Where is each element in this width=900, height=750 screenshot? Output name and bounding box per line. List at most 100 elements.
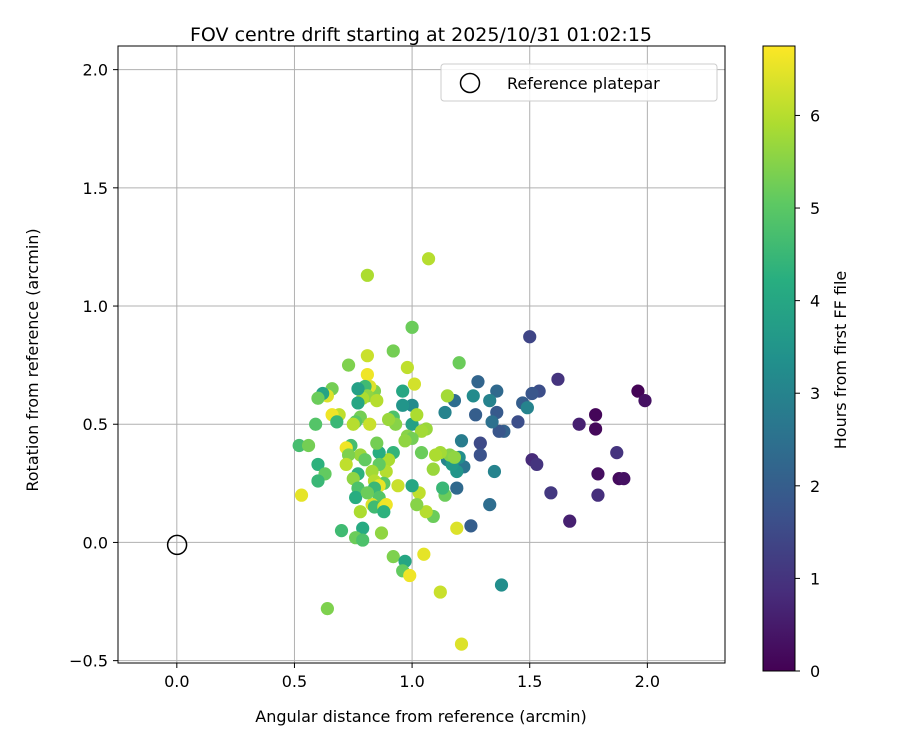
x-tick-label: 2.0 xyxy=(635,672,660,691)
data-point xyxy=(356,521,370,535)
data-point xyxy=(523,330,537,344)
data-point xyxy=(339,457,353,472)
data-point xyxy=(311,391,325,405)
data-point xyxy=(309,417,323,431)
y-axis-label: Rotation from reference (arcmin) xyxy=(23,228,42,491)
data-point xyxy=(454,637,469,651)
data-point xyxy=(311,457,325,472)
data-point xyxy=(419,505,433,519)
x-tick-label: 0.5 xyxy=(282,672,307,691)
data-point xyxy=(426,462,440,476)
data-point xyxy=(301,438,316,453)
data-point xyxy=(360,268,374,282)
data-point xyxy=(320,602,334,616)
data-point xyxy=(631,384,645,398)
x-axis-label: Angular distance from reference (arcmin) xyxy=(255,707,586,726)
data-point xyxy=(410,498,424,512)
y-tick-label: 1.5 xyxy=(83,179,108,198)
data-point xyxy=(414,424,429,438)
colorbar-tick-label: 2 xyxy=(810,477,820,496)
data-point xyxy=(572,417,586,431)
data-point xyxy=(525,386,539,401)
data-points xyxy=(292,252,652,651)
chart-title: FOV centre drift starting at 2025/10/31 … xyxy=(190,24,652,46)
data-point xyxy=(511,415,525,429)
y-tick-label: −0.5 xyxy=(69,652,108,671)
y-tick-label: 1.0 xyxy=(83,297,108,316)
data-point xyxy=(617,472,631,486)
x-axis-ticks: 0.0 0.5 1.0 1.5 2.0 xyxy=(164,663,660,691)
data-point xyxy=(490,384,504,398)
data-point xyxy=(464,519,478,533)
data-point xyxy=(398,434,412,448)
data-point xyxy=(471,375,485,389)
data-point xyxy=(386,550,400,564)
colorbar-tick-label: 5 xyxy=(810,199,820,218)
data-point xyxy=(353,505,367,519)
colorbar-tick-label: 1 xyxy=(810,569,820,588)
data-point xyxy=(610,446,624,460)
data-point xyxy=(438,405,452,420)
colorbar-tick-label: 3 xyxy=(810,384,820,403)
data-point xyxy=(447,450,462,464)
plot-frame xyxy=(117,45,726,664)
data-point xyxy=(386,344,400,358)
data-point xyxy=(360,486,374,500)
data-point xyxy=(494,578,509,592)
grid xyxy=(118,46,725,663)
colorbar xyxy=(762,45,796,672)
data-point xyxy=(483,393,497,408)
x-tick-label: 1.5 xyxy=(517,672,542,691)
data-point xyxy=(381,412,396,427)
data-point xyxy=(410,408,424,422)
data-point xyxy=(591,488,605,502)
data-point xyxy=(370,436,384,450)
data-point xyxy=(391,479,405,493)
data-point xyxy=(452,356,466,370)
data-point xyxy=(483,498,497,512)
data-point xyxy=(469,408,483,422)
data-point xyxy=(591,467,605,481)
colorbar-tick-label: 4 xyxy=(810,292,820,311)
data-point xyxy=(492,424,506,438)
data-point xyxy=(544,486,558,500)
data-point xyxy=(421,252,436,266)
y-axis-ticks: −0.5 0.0 0.5 1.0 1.5 2.0 xyxy=(69,61,118,671)
data-point xyxy=(429,448,443,462)
data-point xyxy=(589,422,603,436)
data-point xyxy=(292,438,306,453)
data-point xyxy=(294,488,309,502)
data-point xyxy=(334,524,349,538)
data-point xyxy=(311,474,325,488)
data-point xyxy=(358,453,372,467)
colorbar-tick-label: 6 xyxy=(810,106,820,125)
data-point xyxy=(370,393,384,408)
data-point xyxy=(377,505,391,519)
x-tick-label: 1.0 xyxy=(399,672,424,691)
data-point xyxy=(433,585,447,599)
data-point xyxy=(454,434,469,448)
data-point xyxy=(638,393,652,408)
data-point xyxy=(341,358,356,372)
data-point xyxy=(473,436,487,450)
data-point xyxy=(407,377,422,391)
y-tick-label: 0.5 xyxy=(83,415,108,434)
data-point xyxy=(414,446,429,460)
colorbar-label: Hours from first FF file xyxy=(831,271,850,450)
data-point xyxy=(346,417,360,431)
colorbar-ticks: 0 1 2 3 4 5 6 xyxy=(795,106,820,681)
data-point xyxy=(360,367,374,382)
data-point xyxy=(330,415,344,429)
legend-label: Reference platepar xyxy=(507,74,660,93)
data-point xyxy=(551,372,565,386)
data-point xyxy=(440,389,454,403)
data-point xyxy=(450,521,464,535)
data-point xyxy=(563,514,577,528)
data-point xyxy=(520,401,534,415)
data-point xyxy=(363,417,377,431)
data-point xyxy=(396,384,410,398)
y-tick-label: 2.0 xyxy=(83,61,108,80)
data-point xyxy=(396,398,410,412)
colorbar-tick-label: 0 xyxy=(810,662,820,681)
